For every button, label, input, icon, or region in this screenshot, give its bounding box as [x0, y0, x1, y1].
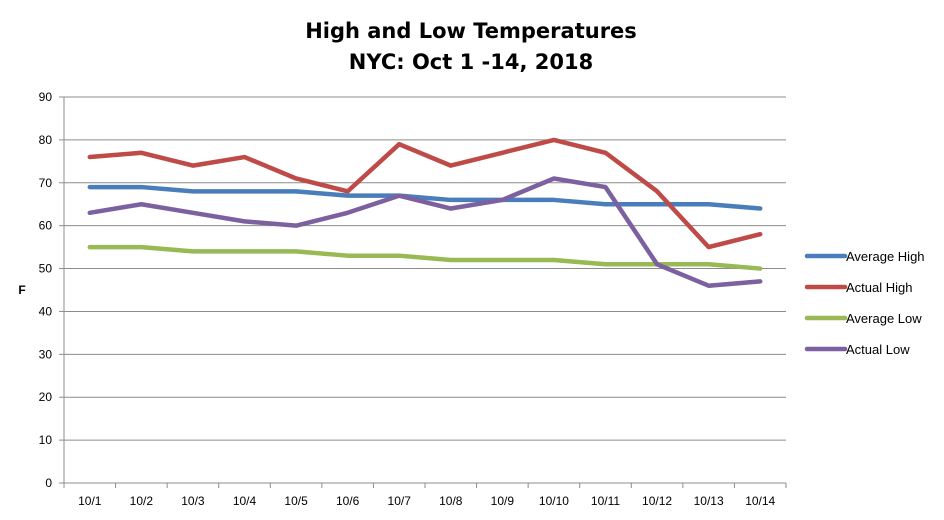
x-tick-label: 10/1 [78, 494, 102, 508]
y-tick-label: 10 [39, 433, 53, 447]
x-tick-labels: 10/1 10/2 10/3 10/4 10/5 10/6 10/7 10/8 10/9 10/1… [78, 494, 775, 508]
y-tick-label: 90 [39, 90, 53, 104]
axes [59, 96, 787, 488]
legend-item-actual-low: Actual Low [804, 342, 910, 357]
x-tick-label: 10/10 [539, 494, 569, 508]
series-line-actual-low [87, 176, 763, 288]
x-tick-label: 10/4 [233, 494, 257, 508]
series-lines [87, 137, 763, 288]
legend-item-actual-high: Actual High [804, 280, 912, 295]
gridlines [64, 96, 786, 441]
x-tick-label: 10/6 [336, 494, 360, 508]
chart-title: High and Low Temperatures [305, 19, 637, 43]
legend-item-average-low: Average Low [804, 311, 922, 326]
y-tick-label: 0 [45, 476, 52, 490]
series-line-average-low [87, 244, 763, 271]
legend-label: Average Low [846, 311, 922, 326]
series-line-average-high [87, 184, 763, 211]
x-tick-label: 10/7 [388, 494, 412, 508]
x-tick-label: 10/9 [491, 494, 515, 508]
legend-label: Actual Low [846, 342, 910, 357]
x-tick-label: 10/13 [694, 494, 724, 508]
chart-title-group: High and Low Temperatures NYC: Oct 1 -14… [305, 19, 637, 74]
y-tick-label: 80 [39, 133, 53, 147]
x-tick-label: 10/2 [130, 494, 154, 508]
x-tick-label: 10/11 [591, 494, 620, 508]
x-tick-label: 10/3 [181, 494, 205, 508]
y-tick-label: 30 [39, 347, 53, 361]
y-tick-labels: 0 10 20 30 40 50 60 70 80 90 [39, 90, 53, 490]
legend-label: Average High [846, 249, 925, 264]
y-tick-label: 70 [39, 176, 53, 190]
legend-label: Actual High [846, 280, 912, 295]
x-tick-label: 10/12 [642, 494, 672, 508]
y-tick-label: 50 [39, 262, 53, 276]
series-line-actual-high [87, 137, 763, 250]
y-tick-label: 40 [39, 304, 53, 318]
x-tick-label: 10/8 [439, 494, 463, 508]
x-tick-label: 10/14 [745, 494, 775, 508]
y-tick-label: 60 [39, 219, 53, 233]
x-tick-label: 10/5 [284, 494, 308, 508]
legend-item-average-high: Average High [804, 249, 925, 264]
y-tick-label: 20 [39, 390, 53, 404]
legend: Average High Actual High Average Low Actual… [804, 249, 925, 357]
y-axis-title: F [18, 283, 25, 297]
chart-subtitle: NYC: Oct 1 -14, 2018 [349, 50, 593, 74]
